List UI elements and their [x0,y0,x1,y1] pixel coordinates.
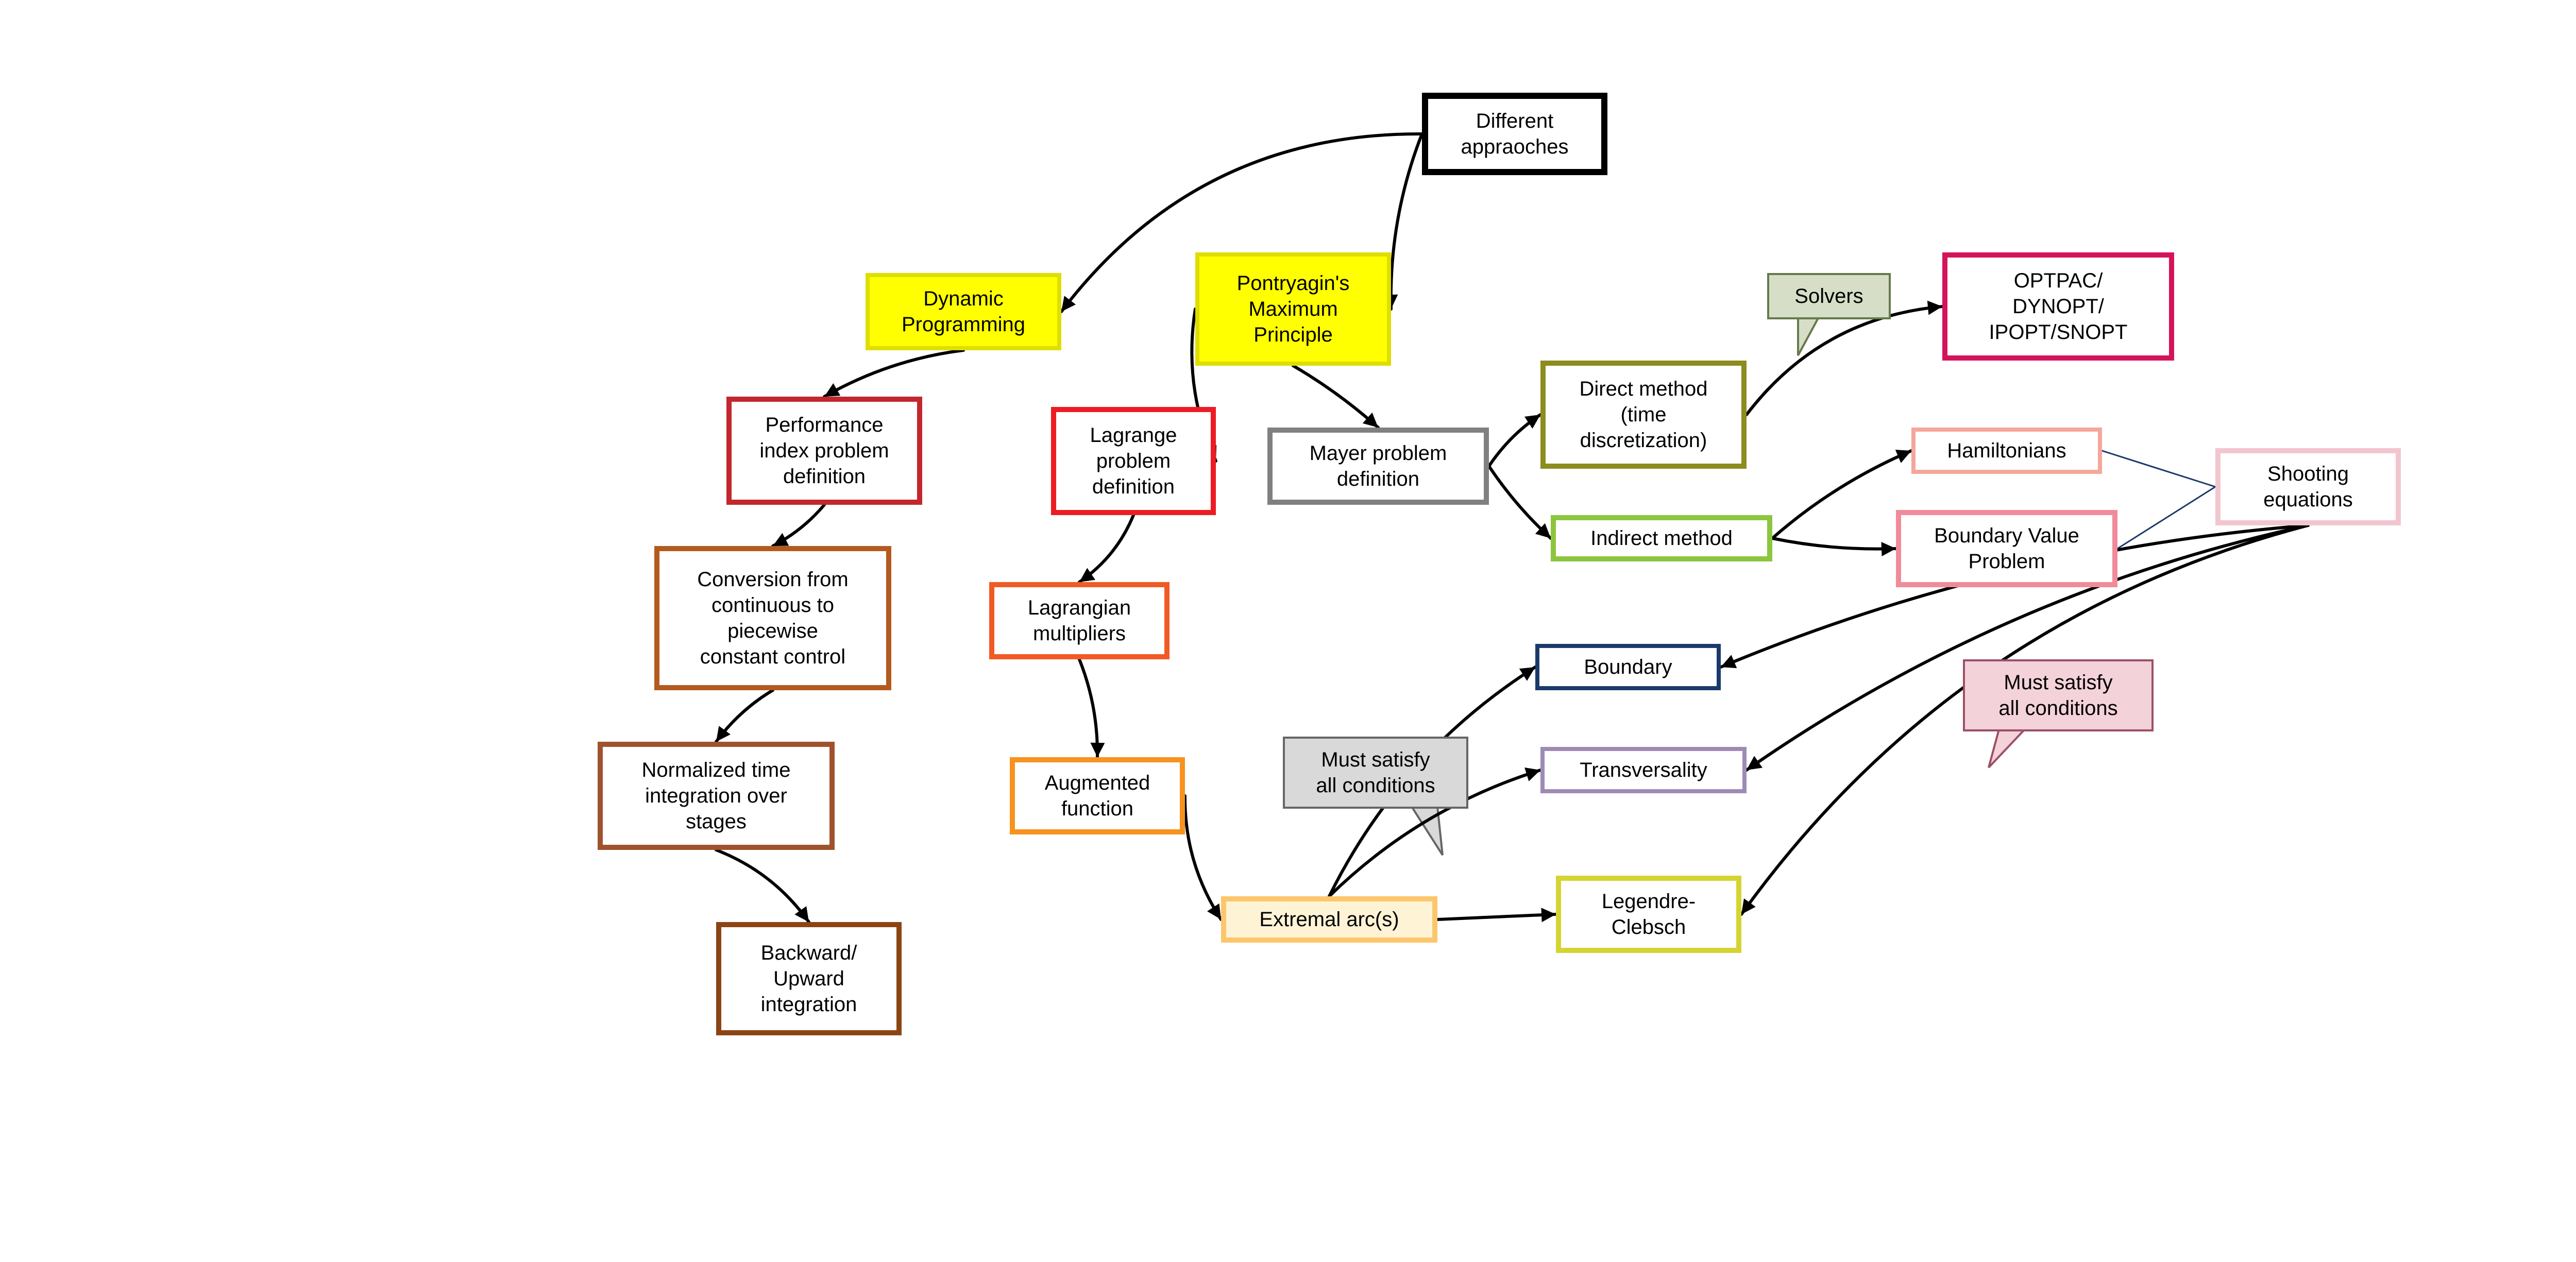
edge-hamiltonians-shooting [2102,451,2215,487]
arrowhead-extremal-boundary [1519,667,1535,681]
node-label: Mayer problem definition [1310,440,1447,492]
node-label: Conversion from continuous to piecewise … [697,567,848,670]
node-dynprog: Dynamic Programming [866,273,1061,350]
node-label: Legendre- Clebsch [1602,889,1696,940]
node-boundary: Boundary [1535,644,1721,690]
node-conversion: Conversion from continuous to piecewise … [654,546,891,690]
edge-normtime-backward [716,850,809,922]
arrowhead-lagmult-augmented [1090,743,1105,757]
edge-mayer-indirect [1489,466,1551,538]
node-label: Backward/ Upward integration [761,940,857,1017]
node-perf: Performance index problem definition [726,397,922,505]
node-indirect: Indirect method [1551,515,1772,561]
edge-pmp-mayer [1293,366,1378,428]
arrowhead-perf-conversion [773,533,789,546]
node-label: Lagrange problem definition [1090,422,1177,500]
callout-tail-cond_left [1412,807,1443,855]
callout-label: Must satisfy all conditions [1316,747,1435,798]
node-label: OPTPAC/ DYNOPT/ IPOPT/SNOPT [1989,268,2128,345]
callout-cond_left: Must satisfy all conditions [1283,737,1468,809]
node-augmented: Augmented function [1010,757,1185,834]
edge-indirect-hamiltonians [1772,451,1911,538]
arrowhead-dynprog-perf [824,383,840,397]
arrowhead-lagrange-lagmult [1079,568,1095,582]
node-label: Different appraoches [1461,108,1568,160]
node-label: Boundary [1584,654,1672,680]
diagram-canvas: Different appraoches Dynamic Programming P… [0,0,2576,1262]
node-label: Boundary Value Problem [1934,523,2079,574]
edge-direct-optpac [1747,306,1942,415]
edge-conversion-normtime [716,690,773,742]
callout-solvers: Solvers [1767,273,1891,319]
node-label: Extremal arc(s) [1259,907,1399,932]
edge-lagmult-augmented [1079,659,1097,757]
node-label: Augmented function [1045,770,1150,822]
edge-extremal-legendre [1437,914,1556,919]
edge-dynprog-perf [824,350,963,397]
arrowhead-mayer-indirect [1535,523,1551,538]
node-bvp: Boundary Value Problem [1896,510,2117,587]
edge-lagrange-lagmult [1079,515,1133,582]
node-lagrange: Lagrange problem definition [1051,407,1216,515]
edges-layer [0,0,2576,1262]
node-normtime: Normalized time integration over stages [598,742,835,850]
arrowhead-shooting-boundary [1721,655,1737,668]
edge-indirect-bvp [1772,538,1896,549]
node-label: Normalized time integration over stages [642,757,791,834]
edge-mayer-direct [1489,415,1540,466]
node-label: Transversality [1580,757,1707,783]
node-label: Shooting equations [2263,461,2352,513]
node-optpac: OPTPAC/ DYNOPT/ IPOPT/SNOPT [1942,252,2174,361]
arrowhead-conversion-normtime [716,726,731,742]
arrowhead-indirect-hamiltonians [1895,450,1911,463]
callout-tail-solvers [1798,317,1819,355]
callout-label: Must satisfy all conditions [1998,670,2117,721]
node-hamiltonians: Hamiltonians [1911,428,2102,474]
arrowhead-mayer-direct [1524,415,1540,429]
callout-tail-cond_right [1989,729,2025,768]
node-transversality: Transversality [1540,747,1747,793]
arrowhead-indirect-bvp [1882,542,1896,556]
node-lagmult: Lagrangian multipliers [989,582,1170,659]
arrowhead-normtime-backward [794,906,809,922]
edge-perf-conversion [773,505,824,546]
edge-bvp-shooting [2117,487,2215,549]
arrowhead-root-dynprog [1061,296,1076,312]
node-extremal: Extremal arc(s) [1221,896,1437,943]
node-label: Hamiltonians [1947,438,2066,464]
node-label: Indirect method [1590,525,1733,551]
node-label: Dynamic Programming [902,286,1025,337]
node-direct: Direct method (time discretization) [1540,361,1747,469]
callout-cond_right: Must satisfy all conditions [1963,659,2154,731]
callout-label: Solvers [1794,283,1863,309]
arrowhead-extremal-legendre [1541,908,1556,922]
edge-augmented-extremal [1185,796,1221,919]
node-root: Different appraoches [1422,93,1607,175]
arrowhead-extremal-transversality [1524,768,1540,781]
arrowhead-shooting-transversality [1747,756,1762,770]
node-label: Lagrangian multipliers [1028,595,1131,646]
node-mayer: Mayer problem definition [1267,428,1489,505]
node-label: Pontryagin's Maximum Principle [1237,270,1350,348]
edge-root-pmp [1391,134,1422,309]
arrowhead-direct-optpac [1927,301,1942,315]
arrowhead-pmp-mayer [1363,413,1378,428]
arrowhead-shooting-legendre [1741,898,1756,914]
node-pmp: Pontryagin's Maximum Principle [1195,252,1391,366]
node-shooting: Shooting equations [2215,448,2401,525]
node-label: Performance index problem definition [759,412,889,489]
node-label: Direct method (time discretization) [1580,376,1708,453]
arrowhead-augmented-extremal [1207,903,1221,919]
node-legendre: Legendre- Clebsch [1556,876,1741,953]
node-backward: Backward/ Upward integration [716,922,902,1035]
